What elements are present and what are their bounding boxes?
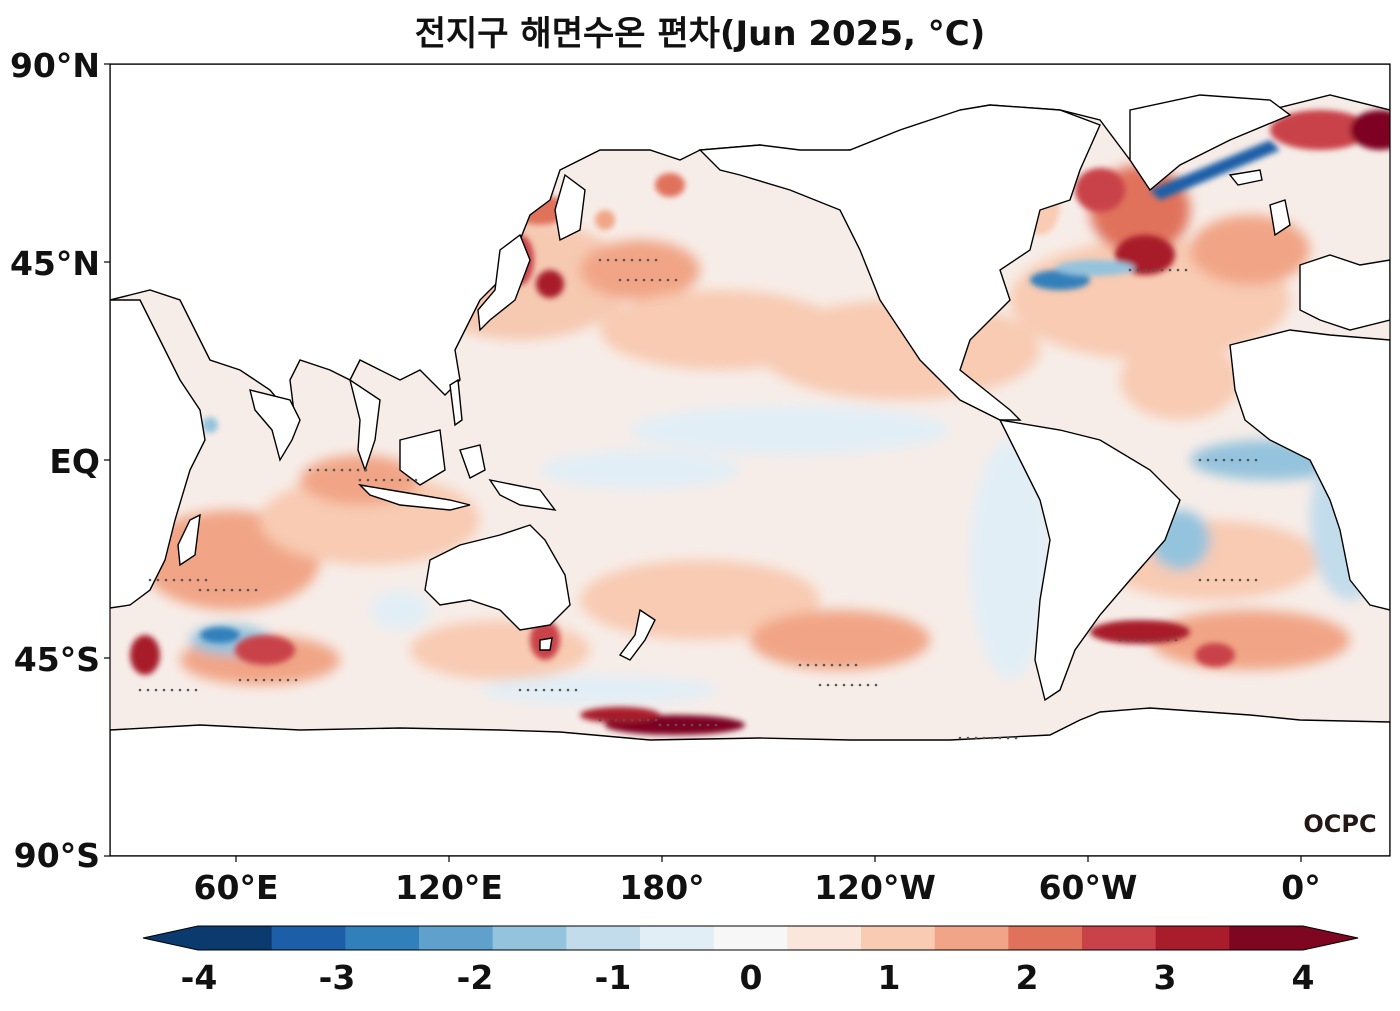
axis-ticks — [104, 63, 1302, 862]
colorbar-segment — [492, 926, 567, 950]
colorbar-segment — [1082, 926, 1157, 950]
colorbar-tick-0: 0 — [739, 958, 763, 997]
colorbar-segment — [787, 926, 862, 950]
colorbar-extend-high — [1303, 926, 1358, 950]
lon-label-60e: 60°E — [193, 868, 279, 907]
colorbar-segment — [640, 926, 715, 950]
ocpc-logo: OCPC — [1303, 810, 1376, 838]
lon-label-0: 0° — [1281, 868, 1321, 907]
colorbar-segment — [419, 926, 494, 950]
map-title: 전지구 해면수온 편차(Jun 2025, °C) — [414, 14, 986, 54]
colorbar-tick-m1: -1 — [594, 958, 632, 997]
lon-label-120e: 120°E — [395, 868, 503, 907]
colorbar-segment — [566, 926, 641, 950]
colorbar-segment — [1155, 926, 1230, 950]
colorbar-tick-m2: -2 — [456, 958, 494, 997]
lat-label-45n: 45°N — [9, 244, 100, 283]
colorbar-segment — [934, 926, 1009, 950]
colorbar-segment — [1008, 926, 1083, 950]
colorbar-tick-4: 4 — [1291, 958, 1315, 997]
sst-anomaly-field — [110, 64, 1390, 856]
lon-label-120w: 120°W — [814, 868, 936, 907]
lat-label-45s: 45°S — [13, 640, 100, 679]
lon-label-180: 180° — [619, 868, 705, 907]
colorbar-segment — [198, 926, 273, 950]
lat-label-90n: 90°N — [9, 46, 100, 85]
lat-label-eq: EQ — [49, 442, 100, 481]
colorbar-tick-m3: -3 — [318, 958, 356, 997]
land-outlines — [110, 64, 1390, 856]
colorbar-extend-low — [143, 926, 198, 950]
colorbar-outline — [142, 925, 1359, 951]
colorbar-segment — [1229, 926, 1304, 950]
colorbar-segment — [271, 926, 346, 950]
colorbar — [142, 925, 1359, 951]
colorbar-tick-m4: -4 — [180, 958, 218, 997]
lat-label-90s: 90°S — [13, 836, 100, 875]
colorbar-segment — [345, 926, 420, 950]
colorbar-segment — [713, 926, 788, 950]
colorbar-tick-3: 3 — [1153, 958, 1177, 997]
colorbar-tick-2: 2 — [1015, 958, 1039, 997]
colorbar-segment — [861, 926, 936, 950]
lon-label-60w: 60°W — [1038, 868, 1138, 907]
colorbar-tick-1: 1 — [877, 958, 901, 997]
